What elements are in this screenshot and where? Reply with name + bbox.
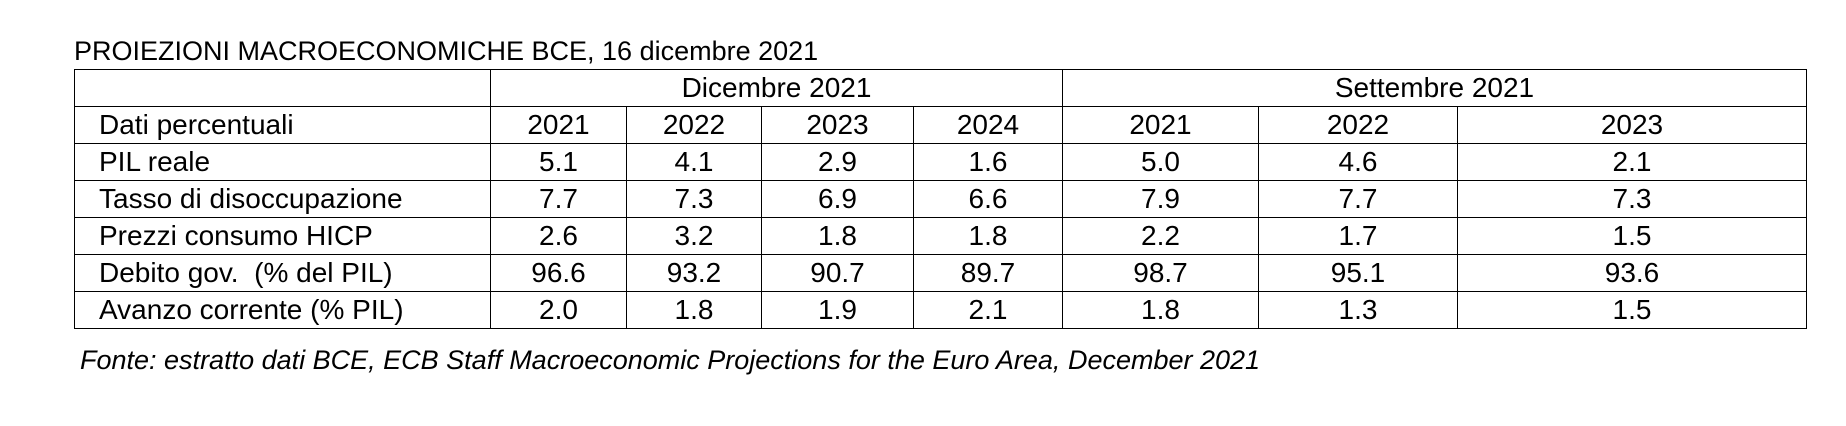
table-cell: 1.8 bbox=[913, 217, 1063, 255]
table-cell: 7.3 bbox=[626, 180, 762, 218]
table-cell: 4.1 bbox=[626, 143, 762, 181]
row-label: Avanzo corrente (% PIL) bbox=[74, 291, 491, 329]
source-note: Fonte: estratto dati BCE, ECB Staff Macr… bbox=[80, 345, 1261, 375]
table-cell: 7.9 bbox=[1062, 180, 1259, 218]
year-header: 2023 bbox=[761, 106, 914, 144]
projections-table: Dicembre 2021 Settembre 2021 Dati percen… bbox=[74, 69, 1807, 329]
table-cell: 90.7 bbox=[761, 254, 914, 292]
table-cell: 7.7 bbox=[490, 180, 627, 218]
group-header-row: Dicembre 2021 Settembre 2021 bbox=[74, 69, 1807, 107]
row-label: Prezzi consumo HICP bbox=[74, 217, 491, 255]
table-cell: 2.0 bbox=[490, 291, 627, 329]
table-cell: 3.2 bbox=[626, 217, 762, 255]
table-cell: 1.5 bbox=[1457, 217, 1807, 255]
column-header-label: Dati percentuali bbox=[74, 106, 491, 144]
table-cell: 93.6 bbox=[1457, 254, 1807, 292]
row-label: Tasso di disoccupazione bbox=[74, 180, 491, 218]
table-row: Prezzi consumo HICP 2.6 3.2 1.8 1.8 2.2 … bbox=[74, 217, 1807, 255]
table-row: Avanzo corrente (% PIL) 2.0 1.8 1.9 2.1 … bbox=[74, 291, 1807, 329]
table-cell: 1.7 bbox=[1258, 217, 1458, 255]
table-cell: 7.3 bbox=[1457, 180, 1807, 218]
table-cell: 1.6 bbox=[913, 143, 1063, 181]
table-row: PIL reale 5.1 4.1 2.9 1.6 5.0 4.6 2.1 bbox=[74, 143, 1807, 181]
year-header: 2022 bbox=[1258, 106, 1458, 144]
table-row: Debito gov. (% del PIL) 96.6 93.2 90.7 8… bbox=[74, 254, 1807, 292]
row-label: Debito gov. (% del PIL) bbox=[74, 254, 491, 292]
table-cell: 1.9 bbox=[761, 291, 914, 329]
table-title: PROIEZIONI MACROECONOMICHE BCE, 16 dicem… bbox=[74, 36, 819, 66]
year-header: 2023 bbox=[1457, 106, 1807, 144]
table-cell: 5.1 bbox=[490, 143, 627, 181]
table-cell: 89.7 bbox=[913, 254, 1063, 292]
table-cell: 6.6 bbox=[913, 180, 1063, 218]
year-header: 2021 bbox=[1062, 106, 1259, 144]
year-header: 2021 bbox=[490, 106, 627, 144]
group-header-empty bbox=[74, 69, 491, 107]
table-cell: 2.2 bbox=[1062, 217, 1259, 255]
table-cell: 96.6 bbox=[490, 254, 627, 292]
year-header-row: Dati percentuali 2021 2022 2023 2024 202… bbox=[74, 106, 1807, 144]
table-cell: 1.8 bbox=[761, 217, 914, 255]
table-cell: 2.6 bbox=[490, 217, 627, 255]
group-header-settembre: Settembre 2021 bbox=[1062, 69, 1807, 107]
table-cell: 2.1 bbox=[913, 291, 1063, 329]
table-cell: 1.8 bbox=[626, 291, 762, 329]
year-header: 2022 bbox=[626, 106, 762, 144]
row-label: PIL reale bbox=[74, 143, 491, 181]
group-header-dicembre: Dicembre 2021 bbox=[490, 69, 1063, 107]
table-cell: 2.1 bbox=[1457, 143, 1807, 181]
table-cell: 93.2 bbox=[626, 254, 762, 292]
table-cell: 1.8 bbox=[1062, 291, 1259, 329]
table-cell: 4.6 bbox=[1258, 143, 1458, 181]
year-header: 2024 bbox=[913, 106, 1063, 144]
table-cell: 1.3 bbox=[1258, 291, 1458, 329]
table-cell: 6.9 bbox=[761, 180, 914, 218]
table-cell: 7.7 bbox=[1258, 180, 1458, 218]
table-cell: 95.1 bbox=[1258, 254, 1458, 292]
table-cell: 2.9 bbox=[761, 143, 914, 181]
table-cell: 5.0 bbox=[1062, 143, 1259, 181]
table-cell: 1.5 bbox=[1457, 291, 1807, 329]
table-row: Tasso di disoccupazione 7.7 7.3 6.9 6.6 … bbox=[74, 180, 1807, 218]
table-cell: 98.7 bbox=[1062, 254, 1259, 292]
